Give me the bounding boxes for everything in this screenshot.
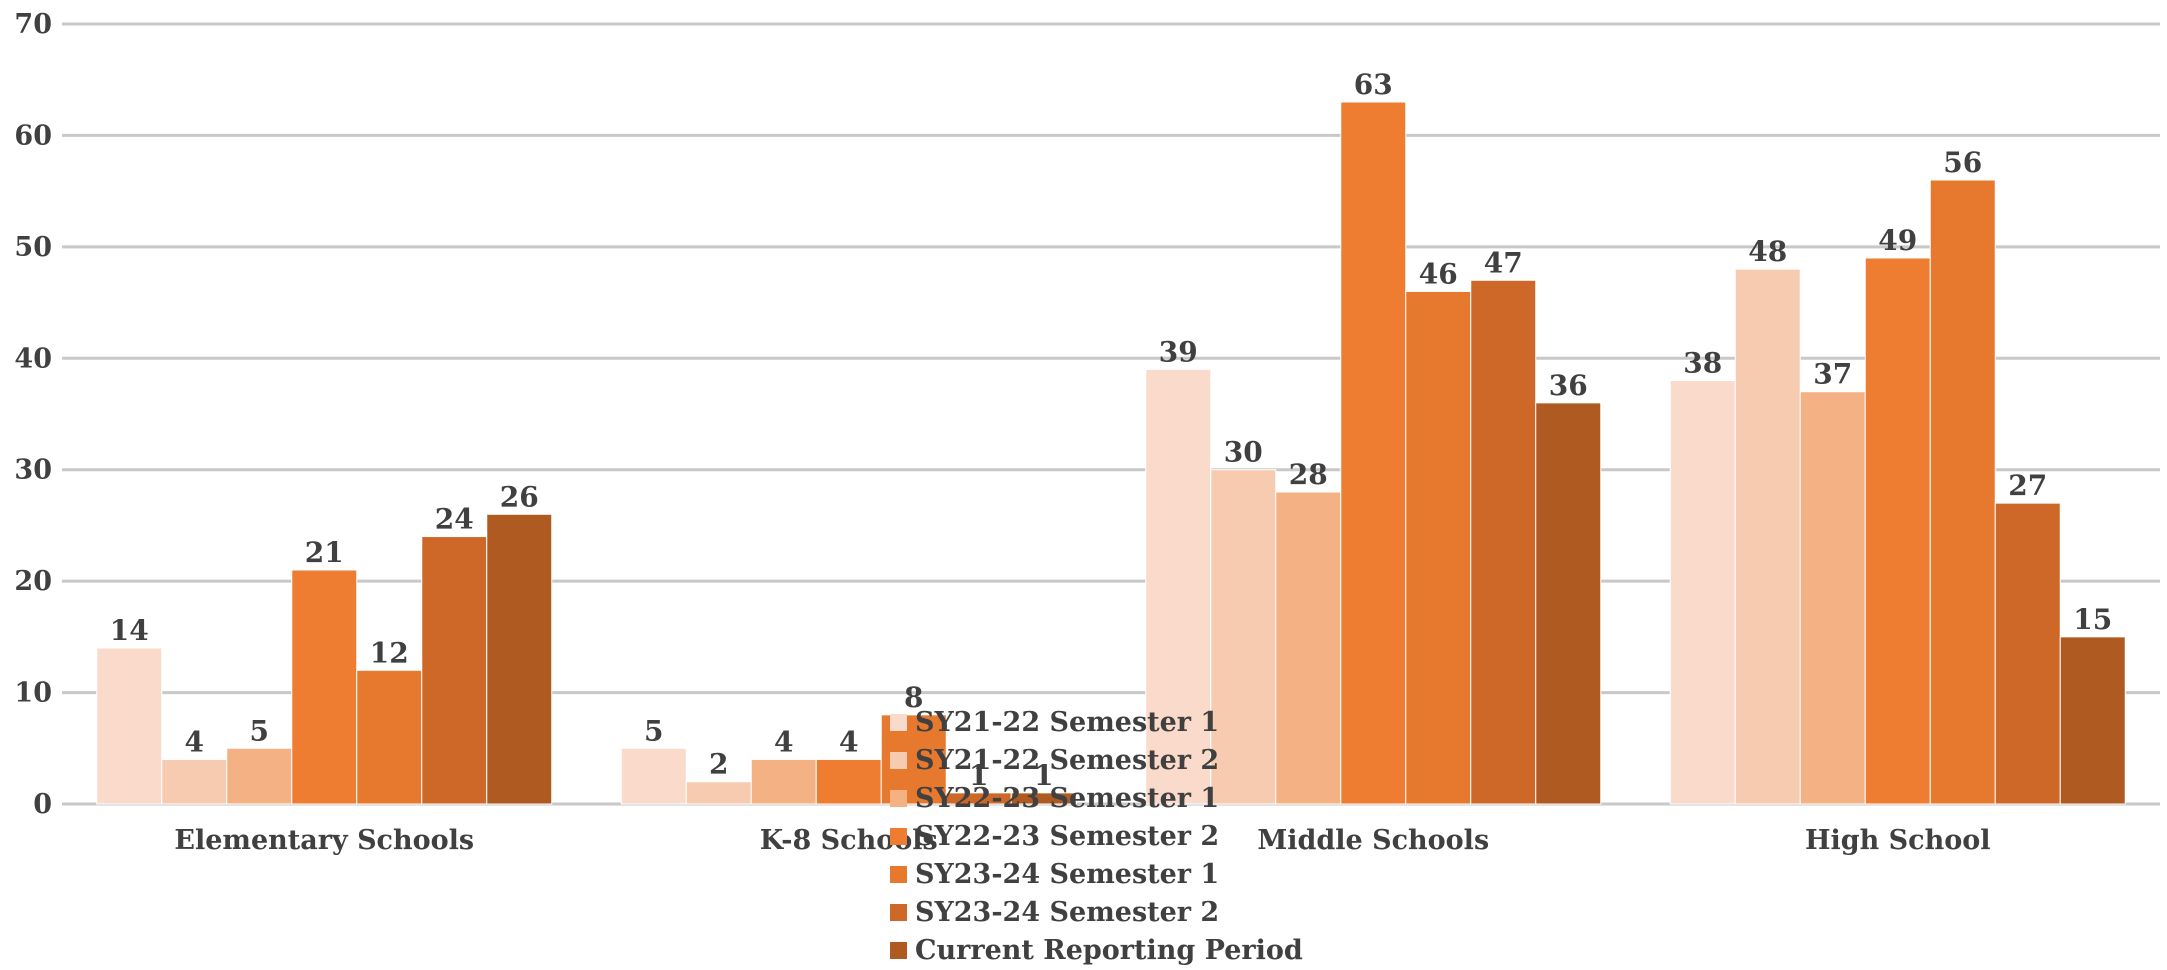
data-label: 47 bbox=[1484, 246, 1523, 279]
data-label: 21 bbox=[305, 536, 344, 569]
legend-label: SY21-22 Semester 1 bbox=[915, 707, 1219, 738]
legend-label: SY21-22 Semester 2 bbox=[915, 745, 1219, 776]
x-axis-categories: Elementary Schools K-8 Schools Middle Scho… bbox=[174, 825, 1990, 856]
bar bbox=[291, 569, 358, 805]
data-label: 56 bbox=[1943, 146, 1982, 179]
bar bbox=[1340, 101, 1407, 805]
legend-item: SY22-23 Semester 2 bbox=[890, 821, 1219, 852]
data-label: 4 bbox=[185, 725, 204, 758]
legend-swatch bbox=[890, 790, 907, 807]
y-tick-label: 30 bbox=[14, 455, 52, 486]
y-tick-label: 10 bbox=[14, 678, 52, 709]
x-category-label: K-8 Schools bbox=[760, 825, 938, 856]
bar bbox=[1405, 290, 1472, 805]
legend-label: SY23-24 Semester 2 bbox=[915, 897, 1219, 928]
legend-item: SY23-24 Semester 2 bbox=[890, 897, 1219, 928]
legend-swatch bbox=[890, 714, 907, 731]
y-tick-label: 0 bbox=[33, 789, 52, 820]
bar bbox=[1275, 491, 1342, 805]
legend-item: SY22-23 Semester 1 bbox=[890, 783, 1219, 814]
data-label: 24 bbox=[435, 503, 474, 536]
legend-item: SY21-22 Semester 1 bbox=[890, 707, 1219, 738]
bar bbox=[620, 747, 687, 805]
data-label: 28 bbox=[1289, 458, 1328, 491]
bar bbox=[96, 647, 163, 805]
legend-label: SY23-24 Semester 1 bbox=[915, 859, 1219, 890]
bar bbox=[161, 758, 228, 805]
bar bbox=[2059, 636, 2126, 805]
data-label: 30 bbox=[1224, 436, 1263, 469]
bar bbox=[1929, 179, 1996, 805]
data-label: 1 bbox=[1034, 759, 1053, 792]
legend-label: SY22-23 Semester 2 bbox=[915, 821, 1219, 852]
data-label: 48 bbox=[1748, 235, 1787, 268]
y-axis-ticks: 0 10 20 30 40 50 60 70 bbox=[14, 9, 52, 820]
data-label: 39 bbox=[1159, 335, 1198, 368]
legend-item: SY21-22 Semester 2 bbox=[890, 745, 1219, 776]
bar bbox=[685, 781, 752, 805]
bar bbox=[1535, 402, 1602, 805]
data-label: 4 bbox=[774, 725, 793, 758]
data-label: 2 bbox=[709, 748, 728, 781]
x-category-label: High School bbox=[1805, 825, 1991, 856]
data-label: 12 bbox=[370, 636, 409, 669]
legend-swatch bbox=[890, 904, 907, 921]
bar bbox=[1210, 469, 1277, 805]
bar bbox=[1864, 257, 1931, 805]
bars bbox=[96, 101, 2126, 805]
data-label: 5 bbox=[250, 714, 269, 747]
data-label: 1 bbox=[969, 759, 988, 792]
data-label: 49 bbox=[1878, 224, 1917, 257]
legend-item: SY23-24 Semester 1 bbox=[890, 859, 1219, 890]
y-tick-label: 20 bbox=[14, 566, 52, 597]
legend-label: Current Reporting Period bbox=[915, 935, 1303, 966]
data-label: 5 bbox=[644, 714, 663, 747]
bar bbox=[1734, 268, 1801, 805]
x-category-label: Elementary Schools bbox=[174, 825, 474, 856]
data-label: 14 bbox=[110, 614, 149, 647]
bar bbox=[1470, 279, 1537, 805]
legend: SY21-22 Semester 1 SY21-22 Semester 2 SY22… bbox=[890, 707, 1303, 966]
data-label: 4 bbox=[839, 725, 858, 758]
bar bbox=[226, 747, 293, 805]
data-label: 15 bbox=[2073, 603, 2112, 636]
bar bbox=[1799, 391, 1866, 805]
bar bbox=[356, 669, 423, 805]
bar bbox=[815, 758, 882, 805]
data-label: 8 bbox=[904, 681, 923, 714]
legend-item: Current Reporting Period bbox=[890, 935, 1303, 966]
y-tick-label: 70 bbox=[14, 9, 52, 40]
legend-swatch bbox=[890, 942, 907, 959]
data-label: 36 bbox=[1549, 369, 1588, 402]
bar bbox=[486, 513, 553, 805]
bar bbox=[1010, 792, 1077, 805]
y-tick-label: 50 bbox=[14, 232, 52, 263]
legend-swatch bbox=[890, 828, 907, 845]
bar bbox=[750, 758, 817, 805]
data-label: 37 bbox=[1813, 358, 1852, 391]
bar bbox=[421, 536, 488, 805]
legend-swatch bbox=[890, 752, 907, 769]
data-label: 27 bbox=[2008, 469, 2047, 502]
bar bbox=[1994, 502, 2061, 805]
data-label: 38 bbox=[1683, 347, 1722, 380]
legend-label: SY22-23 Semester 1 bbox=[915, 783, 1219, 814]
data-label: 46 bbox=[1419, 257, 1458, 290]
legend-swatch bbox=[890, 866, 907, 883]
y-tick-label: 60 bbox=[14, 120, 52, 151]
data-label: 63 bbox=[1354, 68, 1393, 101]
bar bbox=[1145, 368, 1212, 805]
y-tick-label: 40 bbox=[14, 343, 52, 374]
data-label: 26 bbox=[500, 480, 539, 513]
bar bbox=[1669, 380, 1736, 805]
x-category-label: Middle Schools bbox=[1257, 825, 1489, 856]
